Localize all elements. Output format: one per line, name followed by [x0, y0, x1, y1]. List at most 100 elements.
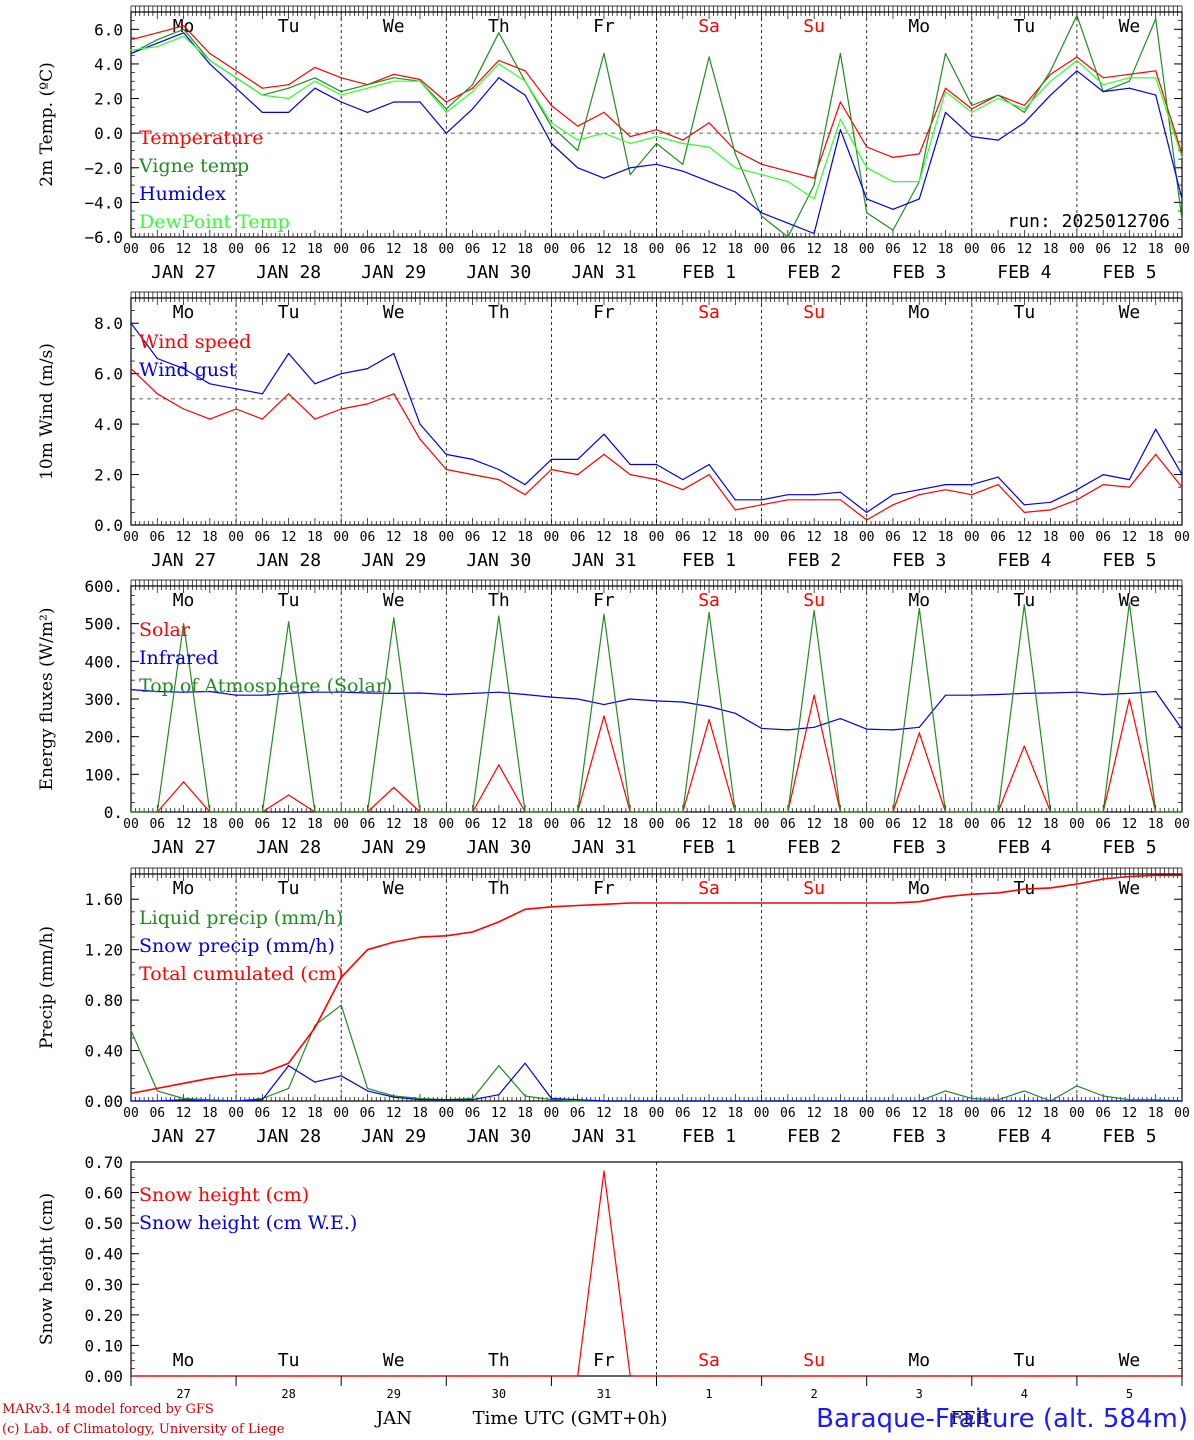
- data-point: [261, 1375, 263, 1377]
- hour-tick-label: 00: [228, 1106, 244, 1121]
- data-point: [971, 1097, 973, 1100]
- data-point: [866, 146, 868, 148]
- data-point: [261, 393, 263, 395]
- data-point: [524, 1095, 526, 1097]
- day-name-label: Fr: [593, 302, 615, 323]
- data-point: [288, 393, 290, 395]
- day-name-label: Sa: [698, 590, 720, 611]
- y-tick-label: 0.00: [84, 1367, 123, 1386]
- data-point: [472, 811, 474, 813]
- data-point: [340, 94, 342, 96]
- data-point: [1155, 94, 1157, 96]
- data-point: [183, 623, 185, 625]
- day-name-label: Sa: [698, 878, 720, 899]
- hour-tick-label: 06: [990, 242, 1006, 257]
- data-point: [839, 902, 842, 904]
- data-point: [209, 1099, 211, 1101]
- data-point: [629, 1100, 631, 1102]
- data-point: [787, 222, 789, 224]
- data-point: [918, 726, 920, 728]
- data-point: [130, 49, 132, 51]
- data-point: [1076, 14, 1078, 17]
- data-point: [1155, 874, 1157, 876]
- data-point: [419, 936, 421, 938]
- hour-tick-label: 12: [911, 242, 927, 257]
- plot-frame: [130, 11, 1183, 238]
- footer-month-left: JAN: [374, 1408, 412, 1429]
- hour-tick-label: 18: [833, 530, 849, 545]
- data-point: [393, 77, 395, 79]
- day-name-label: Su: [803, 302, 825, 323]
- day-name-label: Fr: [593, 16, 615, 37]
- data-point: [787, 494, 789, 496]
- data-point: [682, 163, 684, 165]
- day-name-label: Mo: [173, 878, 195, 899]
- hour-tick-label: 18: [727, 242, 743, 257]
- data-point: [813, 494, 815, 496]
- data-point: [498, 691, 500, 693]
- data-point: [288, 1375, 290, 1377]
- data-point: [708, 122, 710, 124]
- data-point: [183, 28, 185, 30]
- hour-tick-label: 06: [149, 817, 165, 832]
- date-label: FEB 5: [1102, 1126, 1156, 1147]
- legend-entry: Snow height (cm W.E.): [139, 1212, 357, 1234]
- data-point: [314, 87, 316, 89]
- data-point: [603, 453, 605, 455]
- y-tick-label: 4.0: [94, 415, 123, 434]
- data-point: [288, 692, 290, 695]
- data-point: [944, 811, 947, 813]
- data-point: [498, 1065, 500, 1067]
- hour-tick-label: 06: [885, 530, 901, 545]
- date-label: FEB 5: [1102, 262, 1156, 283]
- data-point: [997, 693, 999, 696]
- data-point: [1076, 59, 1078, 62]
- hour-tick-label: 12: [176, 242, 192, 257]
- day-name-label: Mo: [908, 878, 930, 899]
- day-name-label: Mo: [173, 302, 195, 323]
- day-name-label: Th: [488, 590, 510, 611]
- hour-tick-label: 18: [622, 817, 638, 832]
- data-point: [1102, 1100, 1104, 1102]
- data-point: [183, 1082, 185, 1084]
- data-point: [1023, 111, 1025, 113]
- hour-tick-label: 00: [859, 817, 875, 832]
- data-point: [655, 136, 658, 138]
- day-number-label: 29: [387, 1387, 401, 1401]
- data-point: [971, 694, 973, 696]
- y-tick-label: 300.: [84, 690, 123, 709]
- data-point: [1181, 474, 1183, 476]
- data-point: [708, 474, 710, 476]
- data-point: [866, 728, 868, 730]
- hour-tick-label: 12: [491, 242, 507, 257]
- day-name-label: Th: [488, 1350, 510, 1371]
- data-point: [419, 78, 421, 81]
- data-point: [682, 902, 684, 904]
- hour-tick-label: 06: [675, 817, 691, 832]
- day-name-label: Tu: [278, 590, 300, 611]
- data-point: [340, 1004, 342, 1006]
- data-point: [577, 149, 579, 152]
- hour-tick-label: 12: [806, 242, 822, 257]
- data-point: [498, 468, 500, 471]
- data-point: [1023, 122, 1025, 124]
- y-axis-label: 2m Temp. (ºC): [37, 62, 57, 187]
- data-point: [472, 692, 474, 695]
- hour-tick-label: 06: [1095, 817, 1111, 832]
- date-label: JAN 30: [466, 550, 531, 571]
- data-point: [892, 811, 894, 813]
- hour-tick-label: 18: [202, 1106, 218, 1121]
- data-point: [340, 77, 342, 79]
- hour-tick-label: 06: [149, 1106, 165, 1121]
- data-point: [813, 184, 815, 186]
- data-point: [734, 191, 736, 193]
- day-name-label: Sa: [698, 302, 720, 323]
- data-point: [813, 1100, 815, 1102]
- hour-tick-label: 00: [123, 242, 139, 257]
- data-point: [1128, 77, 1130, 79]
- hour-tick-label: 00: [754, 242, 770, 257]
- data-point: [156, 1087, 158, 1089]
- legend-entry: Solar: [139, 619, 191, 641]
- data-point: [708, 1375, 710, 1377]
